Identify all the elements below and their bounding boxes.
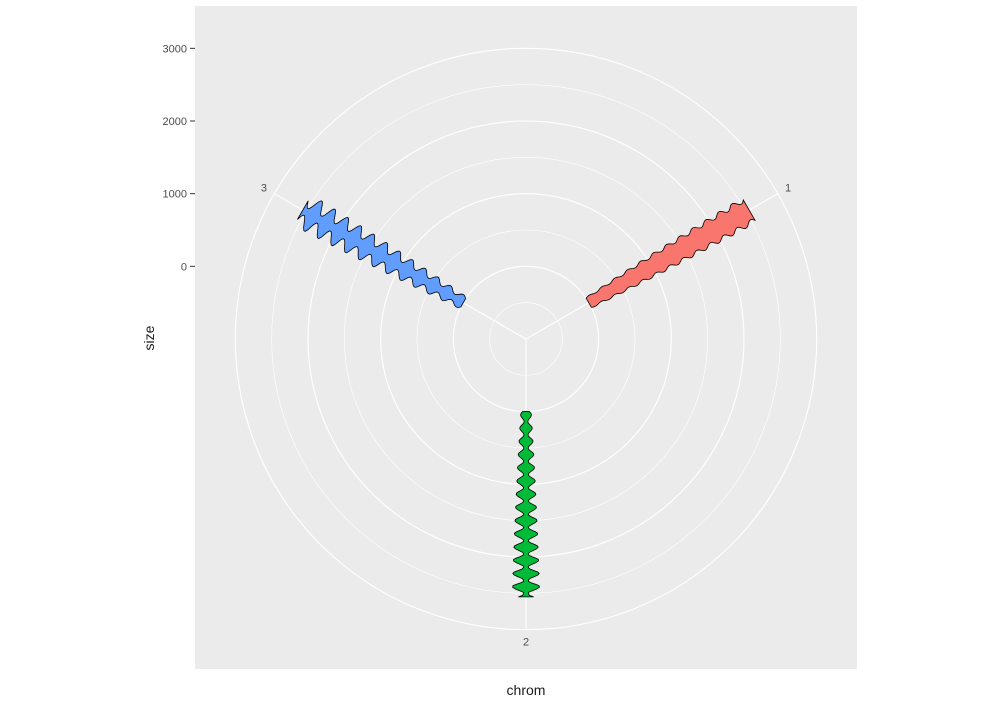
theta-label-1: 1 [785,183,791,195]
theta-labels: 1 2 3 [261,183,791,649]
y-tick-label: 1000 [163,189,187,201]
series-3-shape [297,200,467,308]
y-axis: 0 1000 2000 3000 [163,43,195,273]
series-1-shape [585,198,756,308]
grid-circle [234,47,818,631]
y-axis-title: size [141,325,157,350]
x-axis-title: chrom [507,682,546,698]
series-layer [297,198,756,598]
theta-label-2: 2 [523,637,529,649]
y-tick-label: 0 [181,261,187,273]
theta-label-3: 3 [261,183,267,195]
y-tick-label: 3000 [163,43,187,55]
y-tick-label: 2000 [163,116,187,128]
series-2-shape [512,411,540,598]
